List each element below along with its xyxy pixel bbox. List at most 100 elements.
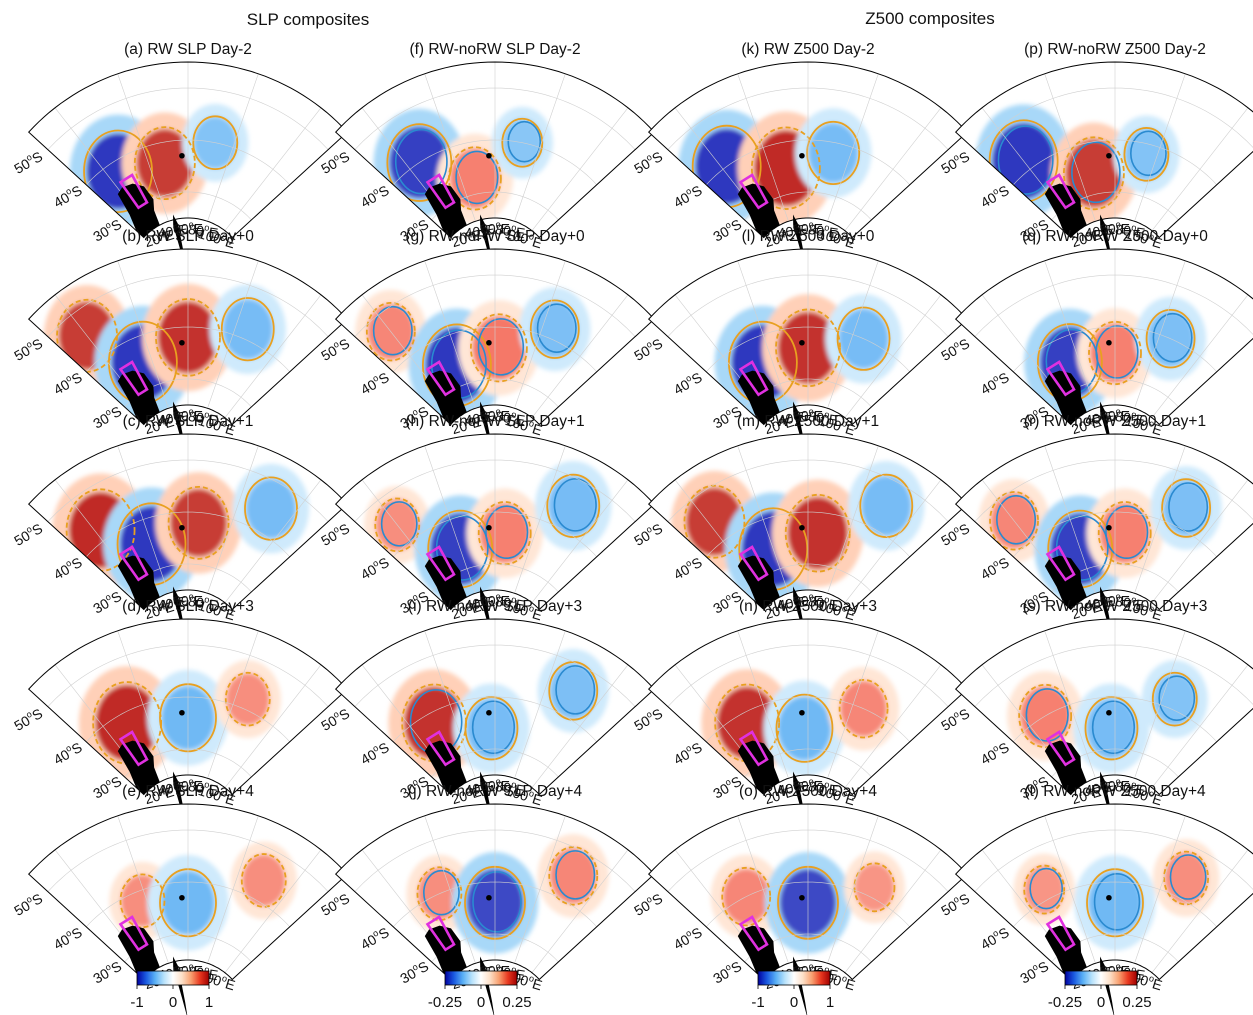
lat-tick-label: 40oS [357, 553, 391, 583]
lon-tick-label: 80oE [1114, 407, 1146, 428]
region-box [425, 730, 456, 767]
map-field [955, 249, 1253, 425]
map-frame [954, 248, 1253, 426]
contour-line-secondary [455, 150, 499, 205]
lon-tick-label: 60oE [480, 220, 510, 237]
lat-tick-label: 40oS [50, 738, 84, 768]
colorbar-2: -1 0 1 [751, 970, 834, 1011]
colorbar-tick-label: -0.25 [1048, 994, 1082, 1011]
africa-landmass [737, 925, 786, 980]
africa-landmass [424, 555, 473, 610]
contour-line [1161, 478, 1212, 538]
contour-line [546, 473, 601, 538]
lon-tick-label: 40oE [464, 592, 496, 613]
region-box [1045, 360, 1076, 397]
contour-line [133, 126, 196, 201]
anomaly-core [242, 854, 286, 907]
lat-tick-label: 40oS [50, 553, 84, 583]
graticule [47, 434, 329, 603]
map-field [28, 804, 348, 980]
lat-tick-label: 50oS [631, 334, 665, 364]
island-marker [799, 709, 805, 716]
panel-title: (f) RW-noRW SLP Day-2 [409, 41, 580, 58]
africa-landmass [1044, 925, 1093, 980]
island-marker [486, 339, 492, 346]
contour-line [220, 297, 275, 362]
colorbar-0: -1 0 1 [130, 970, 213, 1011]
lon-tick-label: 80oE [187, 407, 219, 428]
panel-d: (d) RW SLP Day+320oE40oE60oE80oE100oE30o… [11, 598, 349, 838]
panel-grid: (a) RW SLP Day-220oE40oE60oE80oE100oE30o… [11, 41, 1253, 1015]
anomaly-core [1086, 698, 1137, 759]
lat-tick-label: 40oS [357, 181, 391, 211]
lon-tick-label: 40oE [1084, 777, 1116, 798]
region-box [425, 545, 456, 582]
lat-tick-label: 30oS [90, 402, 124, 432]
contour-line [775, 693, 834, 763]
africa-landmass [424, 370, 473, 425]
region-box [738, 360, 769, 397]
anomaly-core [170, 488, 227, 557]
lon-tick-label: 60oE [480, 407, 510, 424]
lon-tick-label: 40oE [777, 407, 809, 428]
colorbar-tick-label: -1 [130, 994, 143, 1011]
anomaly-core [466, 698, 517, 759]
lat-tick-label: 40oS [670, 553, 704, 583]
contour-line-secondary [1029, 867, 1063, 910]
panel-r: (r) RW-noRW Z500 Day+120oE40oE60oE80oE10… [938, 413, 1253, 653]
lon-tick-label: 40oE [777, 592, 809, 613]
contour-line [859, 473, 914, 538]
africa-landmass [1044, 183, 1093, 238]
africa-landmass [117, 555, 166, 610]
panel-title: (j) RW-noRW SLP Day+4 [408, 783, 583, 800]
panel-title: (t) RW-noRW Z500 Day+4 [1024, 783, 1206, 800]
lat-tick-label: 50oS [11, 334, 45, 364]
panel-g: (g) RW-noRW SLP Day+020oE40oE60oE80oE100… [318, 228, 656, 468]
contour-line-secondary [472, 871, 522, 933]
colorbar-tick-label: 0.25 [1122, 994, 1151, 1011]
z500-group-title: Z500 composites [865, 9, 994, 28]
lon-tick-label: 40oE [1084, 592, 1116, 613]
contour-line [1151, 671, 1198, 727]
lat-tick-label: 30oS [90, 587, 124, 617]
island-marker [486, 709, 492, 716]
lon-tick-label: 40oE [157, 592, 189, 613]
africa-landmass [424, 740, 473, 795]
map-frame [954, 433, 1253, 611]
contour-line-secondary [394, 128, 448, 195]
contour-line [1023, 864, 1066, 915]
colorbar-tick-label: -0.25 [428, 994, 462, 1011]
lat-tick-label: 50oS [631, 519, 665, 549]
graticule [667, 434, 949, 603]
contour-line-secondary [471, 700, 516, 755]
map-field [648, 804, 968, 980]
lon-tick-label: 80oE [807, 220, 839, 241]
map-frame [954, 61, 1253, 239]
lat-tick-label: 40oS [977, 923, 1011, 953]
lat-tick-label: 40oS [977, 553, 1011, 583]
region-box [118, 173, 149, 210]
lat-tick-label: 40oS [977, 738, 1011, 768]
africa-landmass [737, 740, 786, 795]
lon-tick-label: 60oE [793, 777, 823, 794]
region-box [738, 545, 769, 582]
anomaly-core [222, 299, 273, 360]
lat-tick-label: 40oS [670, 923, 704, 953]
anomaly-core [861, 475, 912, 536]
lon-tick-label: 40oE [157, 220, 189, 241]
region-box [118, 360, 149, 397]
africa-landmass [117, 370, 166, 425]
contour-line-secondary [997, 125, 1054, 195]
panel-p: (p) RW-noRW Z500 Day-220oE40oE60oE80oE10… [938, 41, 1253, 281]
anomaly-core [450, 148, 500, 209]
lon-tick-label: 80oE [807, 407, 839, 428]
island-marker [1106, 339, 1112, 346]
panel-t: (t) RW-noRW Z500 Day+420oE40oE60oE80oE10… [938, 783, 1253, 1015]
map-field [648, 249, 968, 425]
lat-tick-label: 50oS [631, 147, 665, 177]
map-field [648, 434, 968, 610]
contour-line [365, 301, 416, 362]
region-box [1045, 730, 1076, 767]
anomaly-core [1162, 480, 1210, 536]
contour-line [1145, 308, 1196, 369]
